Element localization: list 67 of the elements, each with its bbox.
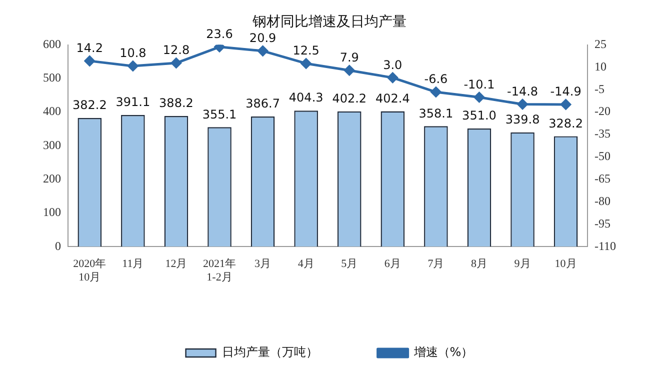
y-tick-label: 100: [43, 205, 61, 220]
point: [474, 92, 484, 103]
y2-tick-label: -80: [594, 194, 610, 208]
data-label: 12.5: [292, 44, 320, 58]
y2-tick-label: -35: [594, 126, 610, 141]
x-tick-label: 2021年 1-2月: [203, 258, 236, 284]
y-tick-label: 0: [55, 238, 61, 253]
data-label: 402.4: [375, 91, 410, 106]
x-tick-label: 12月: [165, 258, 188, 270]
y-tick-label: 400: [43, 104, 61, 118]
x-tick-label: 5月: [341, 258, 358, 270]
chart-title: 钢材同比增速及日均产量: [252, 14, 406, 30]
legend-label: 增速（%）: [412, 345, 474, 360]
y-tick-label: 600: [43, 36, 61, 51]
point: [344, 65, 355, 76]
y2-tick-label: -95: [594, 216, 610, 230]
data-label: -6.6: [424, 72, 448, 86]
data-label: 14.2: [76, 41, 104, 56]
x-tick-label: 10月: [554, 258, 577, 270]
data-label: -14.8: [506, 84, 538, 98]
point: [300, 58, 312, 69]
x-tick-label: 7月: [428, 258, 444, 270]
data-label: 10.8: [120, 46, 146, 60]
point: [170, 58, 182, 68]
point: [560, 99, 572, 110]
x-tick-label: 8月: [470, 258, 488, 270]
x-tick-label: 3月: [254, 258, 272, 270]
point: [387, 72, 398, 83]
legend-label: 日均产量（万吨）: [222, 345, 318, 360]
data-label: 351.0: [462, 108, 496, 123]
data-label: 386.7: [246, 96, 280, 111]
y2-tick-label: -20: [594, 104, 610, 118]
data-label: -14.9: [550, 84, 582, 99]
data-label: 388.2: [159, 96, 194, 110]
y2-tick-label: -50: [594, 149, 610, 164]
point: [258, 46, 268, 56]
y2-tick-label: -65: [594, 171, 610, 186]
data-label: 12.8: [162, 43, 190, 58]
x-tick-label: 9月: [514, 258, 531, 270]
data-label: 355.1: [202, 107, 237, 122]
x-tick-label: 6月: [384, 258, 401, 270]
data-label: 391.1: [116, 95, 150, 110]
data-label: -10.1: [464, 77, 495, 92]
data-label: 402.2: [332, 91, 367, 106]
point: [517, 99, 528, 110]
data-label: 339.8: [505, 112, 540, 126]
y2-tick-label: 10: [594, 59, 606, 74]
data-label: 23.6: [206, 27, 233, 42]
point: [84, 56, 95, 66]
point: [128, 60, 138, 72]
data-label: 358.1: [418, 106, 454, 120]
y2-tick-label: -110: [594, 238, 616, 253]
x-tick-label: 2020年 10月: [73, 258, 106, 284]
data-label: 328.2: [548, 116, 583, 130]
y2-tick-label: 25: [594, 36, 606, 51]
y2-tick-label: -5: [594, 82, 604, 96]
data-label: 3.0: [383, 58, 402, 72]
data-label: 382.2: [72, 98, 107, 112]
y-tick-label: 300: [43, 138, 61, 152]
point: [430, 86, 442, 98]
x-tick-label: 11月: [122, 258, 144, 270]
data-label: 404.3: [288, 90, 324, 105]
data-label: 7.9: [340, 50, 359, 64]
data-label: 20.9: [249, 31, 276, 46]
y-tick-label: 500: [43, 70, 61, 85]
x-tick-label: 4月: [298, 258, 314, 270]
y-tick-label: 200: [43, 171, 61, 186]
